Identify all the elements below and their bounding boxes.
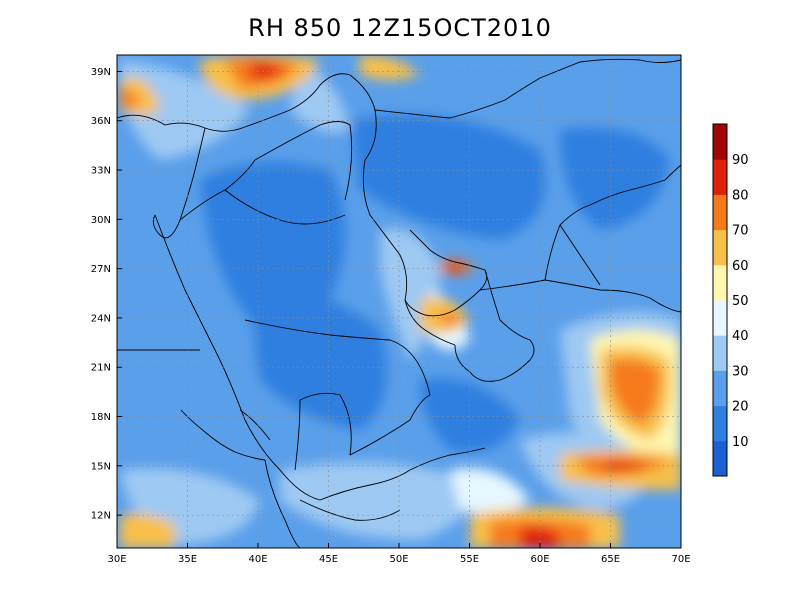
colorbar-label: 70 [732,224,749,239]
y-tick-label: 30N [91,215,111,226]
x-tick-label: 40E [248,554,267,565]
x-tick-label: 55E [460,554,479,565]
colorbar-label: 20 [732,400,749,415]
colorbar-label: 90 [732,153,749,168]
x-tick-label: 35E [178,554,197,565]
y-tick-label: 15N [91,461,111,472]
x-tick-label: 65E [601,554,620,565]
y-tick-label: 18N [91,412,111,423]
colorbar-swatch [713,335,727,371]
colorbar-swatch [713,194,727,231]
x-tick-label: 30E [107,554,126,565]
colorbar-swatch [713,300,727,336]
colorbar-swatch [713,124,727,160]
y-tick-label: 33N [91,166,111,177]
y-tick-label: 39N [91,67,111,78]
colorbar-swatch [713,405,727,442]
chart-title: RH 850 12Z15OCT2010 [248,14,552,42]
x-tick-label: 60E [530,554,549,565]
gridlines [117,55,681,548]
x-tick-label: 50E [389,554,408,565]
x-tick-label: 45E [319,554,338,565]
colorbar-label: 30 [732,364,749,379]
y-tick-label: 21N [91,363,111,374]
y-tick-label: 12N [91,511,111,522]
y-axis-ticks: 12N 15N 18N 21N 24N 27N 30N 33N 36N 39N [91,67,122,522]
coastlines-borders [117,58,681,548]
colorbar-swatch [713,229,727,266]
colorbar-label: 40 [732,329,749,344]
y-tick-label: 24N [91,313,111,324]
x-axis-ticks: 30E 35E 40E 45E 50E 55E 60E 65E 70E [107,543,691,565]
colorbar-swatch [713,370,727,407]
colorbar: 10 20 30 40 50 60 70 80 90 [712,123,749,477]
colorbar-swatch [713,159,727,195]
colorbar-swatch [713,440,727,477]
x-tick-label: 70E [671,554,690,565]
colorbar-label: 60 [732,259,749,274]
y-tick-label: 27N [91,264,111,275]
colorbar-label: 10 [732,435,749,450]
colorbar-frame [712,123,728,477]
colorbar-swatch [713,264,727,301]
colorbar-label: 50 [732,294,749,309]
colorbar-label: 80 [732,188,749,203]
y-tick-label: 36N [91,116,111,127]
